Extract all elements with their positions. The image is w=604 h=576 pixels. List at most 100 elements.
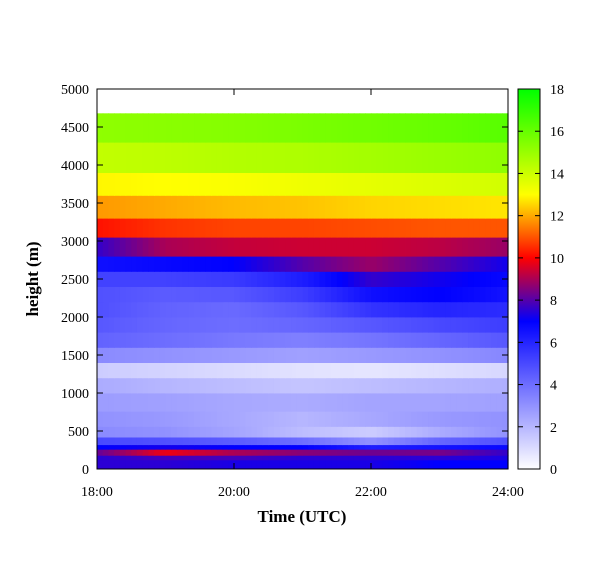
heatmap-cell <box>485 317 492 333</box>
heatmap-cell <box>102 393 110 412</box>
heatmap-cell <box>353 362 361 379</box>
heatmap-cell <box>211 444 218 450</box>
heatmap-cell <box>439 332 446 348</box>
heatmap-cell <box>445 218 452 238</box>
heatmap-cell <box>376 411 384 427</box>
heatmap-cell <box>371 437 378 446</box>
heatmap-cell <box>336 455 344 461</box>
heatmap-cell <box>473 444 481 450</box>
heatmap-cell <box>382 449 389 456</box>
heatmap-cell <box>422 377 429 394</box>
heatmap-cell <box>296 237 304 257</box>
heatmap-cell <box>205 317 212 333</box>
heatmap-cell <box>182 113 189 143</box>
heatmap-cell <box>302 459 309 470</box>
heatmap-cell <box>222 113 229 143</box>
heatmap-cell <box>371 449 378 456</box>
heatmap-cell <box>410 237 418 257</box>
heatmap-cell <box>462 426 469 438</box>
heatmap-cell <box>462 411 469 427</box>
heatmap-cell <box>456 317 463 333</box>
heatmap-cell <box>468 347 475 363</box>
heatmap-cell <box>479 317 486 333</box>
heatmap-cell <box>296 271 304 287</box>
heatmap-cell <box>194 172 201 196</box>
heatmap-cell <box>462 317 469 333</box>
heatmap-cell <box>176 195 184 219</box>
heatmap-cell <box>211 172 218 196</box>
y-tick-label: 5000 <box>61 83 89 98</box>
heatmap-cell <box>256 237 264 257</box>
heatmap-cell <box>291 195 298 219</box>
heatmap-cell <box>302 393 309 412</box>
y-tick-label: 1500 <box>61 349 89 364</box>
heatmap-cell <box>319 347 326 363</box>
heatmap-cell <box>450 286 458 303</box>
heatmap-cell <box>319 113 326 143</box>
heatmap-cell <box>331 332 338 348</box>
heatmap-cell <box>302 286 309 303</box>
heatmap-cell <box>468 317 475 333</box>
heatmap-cell <box>114 271 121 287</box>
heatmap-cell <box>325 301 332 318</box>
heatmap-cell <box>182 426 189 438</box>
heatmap-cell <box>136 393 144 412</box>
heatmap-cell <box>194 332 201 348</box>
heatmap-cell <box>165 317 172 333</box>
heatmap-cell <box>251 332 258 348</box>
heatmap-cell <box>251 271 258 287</box>
heatmap-cell <box>502 317 509 333</box>
heatmap-cell <box>450 437 458 446</box>
heatmap-cell <box>108 426 115 438</box>
heatmap-cell <box>199 411 207 427</box>
heatmap-cell <box>479 444 486 450</box>
heatmap-cell <box>416 444 423 450</box>
heatmap-cell <box>102 286 110 303</box>
heatmap-cell <box>462 444 469 450</box>
heatmap-cell <box>171 237 178 257</box>
heatmap-cell <box>393 286 401 303</box>
heatmap-cell <box>382 444 389 450</box>
heatmap-cell <box>450 332 458 348</box>
heatmap-cell <box>234 113 241 143</box>
heatmap-cell <box>490 142 498 173</box>
heatmap-cell <box>279 286 286 303</box>
heatmap-cell <box>148 426 155 438</box>
heatmap-cell <box>376 437 384 446</box>
heatmap-cell <box>199 218 207 238</box>
heatmap-cell <box>308 317 315 333</box>
heatmap-cell <box>433 426 441 438</box>
heatmap-cell <box>188 332 195 348</box>
heatmap-cell <box>256 113 264 143</box>
heatmap-cell <box>182 393 189 412</box>
heatmap-cell <box>176 172 184 196</box>
heatmap-cell <box>228 347 235 363</box>
heatmap-cell <box>188 301 195 318</box>
heatmap-cell <box>171 449 178 456</box>
heatmap-cell <box>502 142 509 173</box>
heatmap-cell <box>399 256 406 272</box>
heatmap-cell <box>359 271 366 287</box>
heatmap-cell <box>148 449 155 456</box>
heatmap-cell <box>136 444 144 450</box>
heatmap-cell <box>176 113 184 143</box>
heatmap-cell <box>439 218 446 238</box>
heatmap-cell <box>388 393 395 412</box>
heatmap-cell <box>131 437 138 446</box>
heatmap-cell <box>422 332 429 348</box>
heatmap-cell <box>228 437 235 446</box>
heatmap-cell <box>119 286 127 303</box>
heatmap-cell <box>279 195 286 219</box>
heatmap-cell <box>102 362 110 379</box>
heatmap-cell <box>319 332 326 348</box>
heatmap-cell <box>194 142 201 173</box>
heatmap-cell <box>171 271 178 287</box>
heatmap-cell <box>256 377 264 394</box>
heatmap-cell <box>428 377 435 394</box>
heatmap-cell <box>308 377 315 394</box>
colorbar-tick-label: 12 <box>550 210 564 225</box>
heatmap-cell <box>445 449 452 456</box>
heatmap-cell <box>376 455 384 461</box>
heatmap-cell <box>199 449 207 456</box>
heatmap-cell <box>125 455 132 461</box>
